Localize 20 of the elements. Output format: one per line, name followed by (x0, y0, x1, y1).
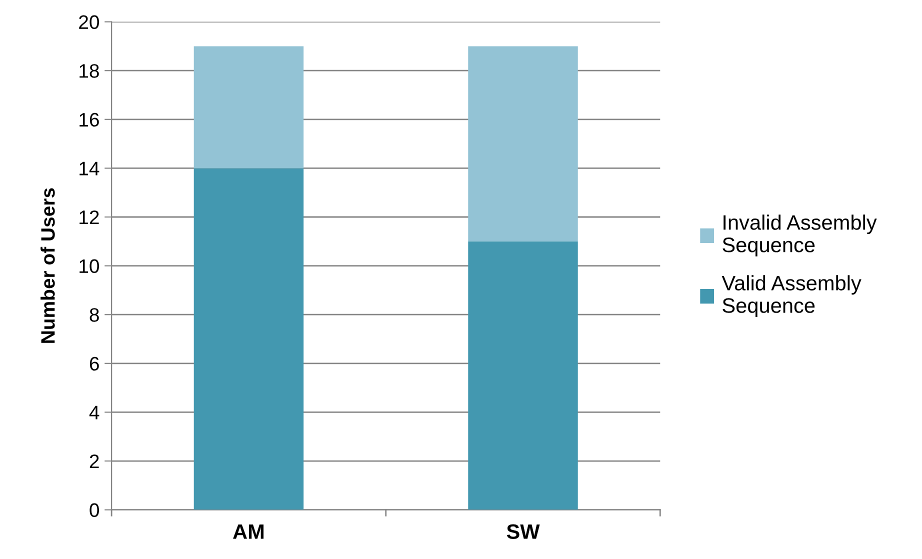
bar (468, 241, 578, 510)
y-tick-label: 6 (90, 356, 99, 371)
y-tick-label: 2 (90, 454, 99, 468)
y-axis-title: Number of Users (40, 188, 55, 343)
y-tick-label: 14 (80, 162, 100, 176)
y-tick-label: 10 (80, 259, 99, 274)
x-tick-label: SW (506, 524, 540, 539)
y-tick-label: 16 (80, 112, 99, 127)
y-tick-label: 8 (90, 308, 99, 322)
y-tick-label: 20 (79, 15, 99, 30)
bar (194, 168, 304, 510)
x-tick-label: AM (233, 524, 264, 539)
y-tick-label: 18 (80, 64, 99, 78)
bar (194, 46, 304, 168)
legend-label: Invalid Assembly Sequence (722, 214, 877, 256)
y-tick-label: 0 (90, 503, 99, 518)
y-tick-label: 12 (80, 210, 99, 224)
bar (468, 46, 578, 242)
legend-label: Valid Assembly Sequence (722, 275, 862, 318)
y-tick-label: 4 (89, 406, 100, 420)
